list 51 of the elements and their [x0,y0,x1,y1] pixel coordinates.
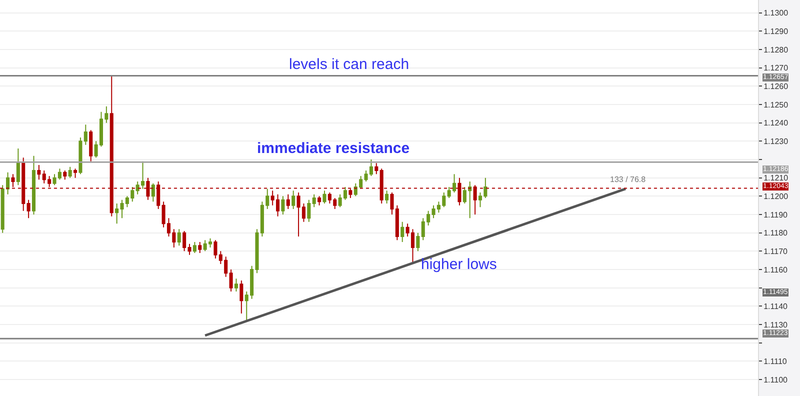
candlestick [74,168,78,178]
candlestick [151,182,155,202]
y-tick-label: 1.1110 [764,356,788,366]
candlestick [84,124,88,146]
candlestick [286,194,290,210]
y-tick-label: 1.1160 [764,265,788,274]
candlestick [26,199,30,219]
y-tick-label: 1.1260 [764,82,789,91]
candlestick [177,228,181,246]
candlestick [63,170,67,180]
candlestick [229,269,233,292]
annotation: higher lows [421,256,497,273]
y-tick-label: 1.1170 [764,246,788,256]
candlestick [312,194,316,208]
candlestick [416,232,420,252]
candlestick [292,190,296,210]
candlestick [400,221,404,242]
y-tick-label: 1.1210 [764,174,789,183]
y-tick-label: 1.1280 [764,45,789,54]
candlestick [322,190,326,204]
candlestick [374,162,378,175]
y-tick-label: 1.1100 [764,375,788,384]
y-tick-label: 1.1240 [764,118,789,128]
candlestick [385,190,389,204]
annotation: 133 / 76.8 [610,175,646,184]
y-tick-label: 1.1200 [764,192,789,201]
y-tick-label: 1.1270 [764,64,789,73]
candlestick [307,199,311,222]
candlestick [32,155,36,215]
candlestick [214,240,218,259]
candlestick [192,242,196,254]
candlestick [68,166,72,178]
candlestick [240,280,244,314]
candlestick [16,148,20,186]
y-tick-label: 1.1180 [764,228,788,238]
y-tick-label: 1.1140 [764,302,788,311]
y-tick-label: 1.1290 [764,26,789,36]
y-tick-label: 1.1130 [764,320,788,330]
y-tick-label: 1.1230 [764,136,789,146]
candlestick [198,242,202,254]
annotation: immediate resistance [257,140,410,157]
y-tick-label: 1.1190 [764,210,788,220]
candlestick [78,137,82,175]
annotation: levels it can reach [289,56,410,73]
candlestick [234,278,238,292]
y-tick-label: 1.1300 [764,8,789,18]
y-tick-label: 1.1250 [764,100,789,110]
candlestick [318,196,322,206]
candlestick [281,196,285,215]
candlestick [89,130,93,162]
candlestick [37,164,41,180]
